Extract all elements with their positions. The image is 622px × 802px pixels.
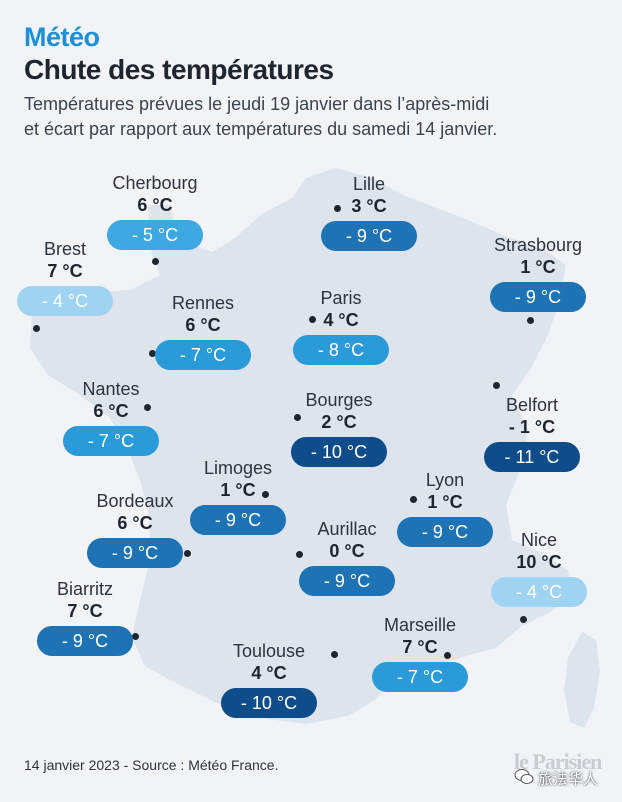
city-name: Paris — [320, 288, 362, 308]
city-temperature: 2 °C — [321, 412, 357, 432]
delta-badge: - 10 °C — [221, 688, 317, 718]
city-temperature: 4 °C — [323, 310, 359, 330]
delta-badge: - 10 °C — [291, 437, 387, 467]
city-label-aurillac: Aurillac 0 °C - 9 °C — [277, 518, 417, 596]
city-dot-cherbourg — [152, 258, 159, 265]
city-temperature: 6 °C — [117, 513, 153, 533]
delta-badge: - 9 °C — [299, 566, 395, 596]
city-name: Nantes — [82, 379, 140, 399]
subtitle-line-1: Températures prévues le jeudi 19 janvier… — [24, 94, 490, 114]
city-temperature: 4 °C — [251, 663, 287, 683]
city-dot-strasbourg — [527, 317, 534, 324]
city-name: Bordeaux — [96, 491, 174, 511]
city-name: Brest — [43, 239, 86, 259]
delta-badge: - 9 °C — [397, 517, 493, 547]
city-name: Nice — [520, 530, 557, 550]
city-dot-bordeaux — [184, 550, 191, 557]
city-label-lille: Lille 3 °C - 9 °C — [299, 173, 439, 251]
delta-badge: - 8 °C — [293, 335, 389, 365]
city-label-nice: Nice 10 °C - 4 °C — [469, 529, 609, 607]
city-temperature: 1 °C — [220, 480, 256, 500]
city-name: Limoges — [203, 458, 273, 478]
source-footer: 14 janvier 2023 - Source : Météo France. — [24, 757, 279, 773]
city-dot-nantes — [144, 404, 151, 411]
city-temperature: 1 °C — [427, 492, 463, 512]
city-label-strasbourg: Strasbourg 1 °C - 9 °C — [468, 234, 608, 312]
city-label-belfort: Belfort - 1 °C - 11 °C — [462, 394, 602, 472]
city-temperature: 0 °C — [329, 541, 365, 561]
city-dot-paris — [309, 316, 316, 323]
wechat-icon — [514, 769, 534, 784]
delta-badge: - 11 °C — [484, 442, 580, 472]
city-temperature: 10 °C — [516, 552, 562, 572]
city-dot-brest — [33, 325, 40, 332]
city-label-nantes: Nantes 6 °C - 7 °C — [41, 378, 181, 456]
city-dot-lille — [334, 205, 341, 212]
city-temperature: - 1 °C — [508, 417, 556, 437]
city-name: Marseille — [383, 615, 457, 635]
city-dot-belfort — [493, 382, 500, 389]
city-label-rennes: Rennes 6 °C - 7 °C — [133, 292, 273, 370]
city-temperature: 7 °C — [47, 261, 83, 281]
city-label-marseille: Marseille 7 °C - 7 °C — [350, 614, 490, 692]
city-dot-bourges — [294, 414, 301, 421]
subtitle: Températures prévues le jeudi 19 janvier… — [24, 92, 604, 142]
watermark-text: 旅法华人 — [538, 770, 599, 788]
city-dot-rennes — [149, 350, 156, 357]
delta-badge: - 5 °C — [107, 220, 203, 250]
delta-badge: - 4 °C — [491, 577, 587, 607]
delta-badge: - 9 °C — [190, 505, 286, 535]
city-label-brest: Brest 7 °C - 4 °C — [0, 238, 135, 316]
city-temperature: 7 °C — [402, 637, 438, 657]
city-name: Toulouse — [232, 641, 306, 661]
city-dot-aurillac — [296, 551, 303, 558]
city-label-lyon: Lyon 1 °C - 9 °C — [375, 469, 515, 547]
city-label-paris: Paris 4 °C - 8 °C — [271, 287, 411, 365]
delta-badge: - 7 °C — [155, 340, 251, 370]
city-dot-marseille — [444, 652, 451, 659]
city-name: Strasbourg — [493, 235, 583, 255]
city-label-limoges: Limoges 1 °C - 9 °C — [168, 457, 308, 535]
kicker-label: Météo — [24, 22, 100, 52]
city-dot-toulouse — [331, 651, 338, 658]
city-name: Biarritz — [56, 579, 113, 599]
city-name: Lille — [352, 174, 386, 194]
delta-badge: - 7 °C — [63, 426, 159, 456]
city-temperature: 1 °C — [520, 257, 556, 277]
city-name: Aurillac — [317, 519, 377, 539]
city-name: Lyon — [425, 470, 465, 490]
corsica-shape — [564, 632, 600, 728]
city-label-cherbourg: Cherbourg 6 °C - 5 °C — [85, 172, 225, 250]
city-temperature: 6 °C — [137, 195, 173, 215]
city-name: Bourges — [305, 390, 373, 410]
city-dot-limoges — [262, 491, 269, 498]
delta-badge: - 4 °C — [17, 286, 113, 316]
city-label-bourges: Bourges 2 °C - 10 °C — [269, 389, 409, 467]
delta-badge: - 9 °C — [37, 626, 133, 656]
le-parisien-logo: le Parisien — [514, 749, 602, 774]
city-temperature: 7 °C — [67, 601, 103, 621]
city-label-toulouse: Toulouse 4 °C - 10 °C — [199, 640, 339, 718]
subtitle-line-2: et écart par rapport aux températures du… — [24, 119, 498, 139]
city-name: Belfort — [505, 395, 559, 415]
delta-badge: - 9 °C — [321, 221, 417, 251]
page-title: Chute des températures — [24, 54, 334, 85]
city-label-bordeaux: Bordeaux 6 °C - 9 °C — [65, 490, 205, 568]
city-temperature: 3 °C — [351, 196, 387, 216]
city-dot-lyon — [410, 496, 417, 503]
city-name: Rennes — [171, 293, 235, 313]
city-temperature: 6 °C — [93, 401, 129, 421]
city-name: Cherbourg — [112, 173, 198, 193]
city-label-biarritz: Biarritz 7 °C - 9 °C — [15, 578, 155, 656]
city-dot-nice — [520, 616, 527, 623]
delta-badge: - 7 °C — [372, 662, 468, 692]
city-temperature: 6 °C — [185, 315, 221, 335]
delta-badge: - 9 °C — [87, 538, 183, 568]
delta-badge: - 9 °C — [490, 282, 586, 312]
city-dot-biarritz — [132, 633, 139, 640]
